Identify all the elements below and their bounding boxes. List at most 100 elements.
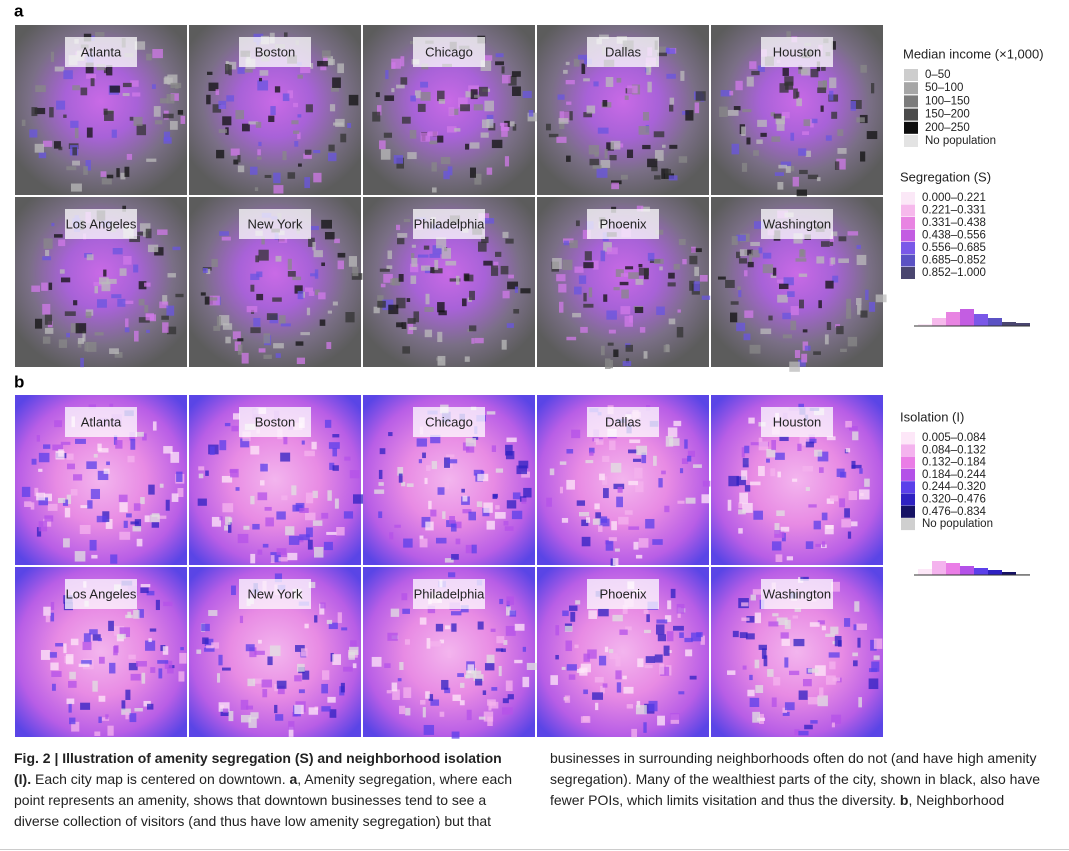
map-texture bbox=[146, 329, 150, 333]
map-texture bbox=[836, 468, 845, 477]
map-texture bbox=[771, 697, 777, 707]
map-texture bbox=[36, 527, 42, 537]
city-label: Washington bbox=[763, 586, 831, 601]
map-texture bbox=[49, 652, 57, 658]
map-texture bbox=[276, 511, 286, 520]
map-texture bbox=[448, 572, 456, 578]
map-texture bbox=[783, 277, 794, 286]
map-texture bbox=[558, 118, 569, 124]
map-texture bbox=[498, 665, 502, 677]
map-texture bbox=[793, 88, 798, 99]
map-texture bbox=[681, 458, 689, 464]
map-texture bbox=[386, 690, 392, 694]
map-texture bbox=[276, 548, 287, 555]
map-texture bbox=[746, 76, 754, 87]
map-texture bbox=[133, 264, 139, 273]
map-texture bbox=[799, 249, 806, 258]
map-texture bbox=[749, 61, 757, 69]
map-texture bbox=[663, 344, 670, 353]
map-texture bbox=[593, 81, 599, 87]
map-texture bbox=[825, 633, 836, 637]
map-texture bbox=[396, 297, 406, 309]
map-texture bbox=[796, 98, 802, 107]
map-texture bbox=[757, 65, 765, 72]
city-label-box bbox=[761, 37, 833, 67]
map-texture bbox=[664, 169, 671, 179]
map-texture bbox=[96, 63, 106, 71]
map-texture bbox=[744, 445, 750, 454]
map-texture bbox=[746, 616, 755, 623]
map-texture bbox=[731, 236, 738, 246]
map-texture bbox=[69, 717, 76, 725]
map-texture bbox=[469, 167, 476, 178]
map-texture bbox=[86, 127, 93, 138]
map-texture bbox=[212, 104, 222, 113]
map-texture bbox=[310, 273, 318, 277]
map-texture bbox=[781, 111, 790, 119]
map-texture bbox=[771, 440, 777, 451]
map-texture bbox=[324, 419, 332, 428]
map-texture bbox=[495, 53, 504, 58]
map-texture bbox=[460, 682, 465, 688]
map-texture bbox=[592, 165, 602, 169]
histogram-bar bbox=[988, 318, 1002, 326]
map-texture bbox=[441, 679, 449, 690]
city-label-box bbox=[239, 209, 311, 239]
map-texture bbox=[667, 600, 672, 610]
map-texture bbox=[328, 144, 335, 152]
map-texture bbox=[486, 654, 495, 665]
map-texture bbox=[424, 329, 433, 338]
map-texture bbox=[473, 674, 484, 681]
map-texture bbox=[425, 691, 430, 699]
map-texture bbox=[130, 438, 136, 450]
map-texture bbox=[832, 677, 841, 682]
map-texture bbox=[654, 654, 663, 663]
map-texture bbox=[749, 674, 753, 681]
map-texture bbox=[437, 487, 445, 495]
legend-label: 0.476–0.834 bbox=[922, 506, 987, 518]
map-texture bbox=[166, 326, 177, 335]
map-texture bbox=[846, 309, 852, 319]
map-texture bbox=[86, 341, 97, 352]
map-texture bbox=[130, 80, 139, 87]
map-texture bbox=[676, 326, 684, 338]
map-texture bbox=[327, 696, 336, 703]
map-texture bbox=[461, 298, 467, 307]
map-texture bbox=[222, 503, 234, 513]
map-texture bbox=[21, 119, 26, 126]
map-texture bbox=[840, 348, 847, 353]
map-texture bbox=[481, 236, 489, 244]
map-texture bbox=[226, 95, 235, 102]
map-texture bbox=[38, 452, 50, 463]
map-texture bbox=[483, 711, 494, 722]
map-texture bbox=[817, 695, 828, 707]
map-texture bbox=[163, 113, 174, 119]
map-texture bbox=[566, 336, 577, 341]
map-texture bbox=[837, 148, 847, 154]
map-texture bbox=[502, 707, 513, 715]
map-texture bbox=[602, 683, 608, 688]
map-texture bbox=[733, 106, 741, 111]
legend-label: 0.331–0.438 bbox=[922, 217, 986, 229]
map-texture bbox=[411, 253, 415, 260]
map-texture bbox=[655, 229, 664, 235]
map-texture bbox=[219, 315, 230, 326]
map-texture bbox=[850, 100, 862, 109]
map-texture bbox=[66, 166, 77, 171]
map-texture bbox=[121, 708, 131, 715]
map-texture bbox=[208, 610, 218, 616]
map-texture bbox=[225, 336, 231, 344]
map-texture bbox=[75, 323, 87, 334]
map-texture bbox=[598, 655, 607, 666]
map-texture bbox=[488, 701, 492, 711]
map-texture bbox=[625, 358, 630, 364]
map-texture bbox=[797, 443, 802, 451]
map-texture bbox=[64, 311, 76, 316]
map-texture bbox=[98, 716, 102, 723]
map-texture bbox=[52, 444, 64, 451]
map-texture bbox=[779, 436, 789, 442]
map-texture bbox=[757, 717, 766, 721]
map-texture bbox=[436, 237, 447, 249]
map-texture bbox=[595, 512, 601, 519]
map-texture bbox=[101, 178, 112, 185]
